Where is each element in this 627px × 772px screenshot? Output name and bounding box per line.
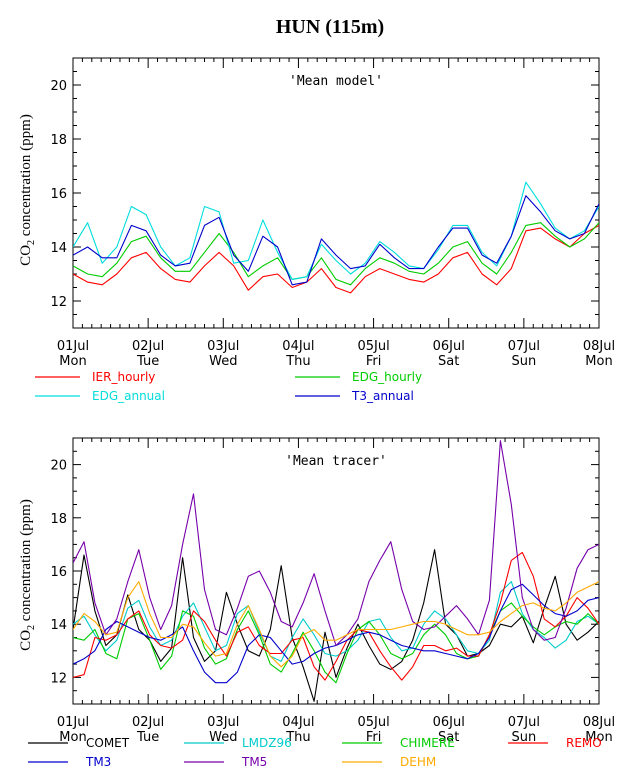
x-tick-label-date: 06Jul [433, 715, 465, 730]
y-tick-label: 20 [50, 79, 67, 94]
ylabel-bottom: CO2 concentration (ppm) [18, 499, 37, 651]
y-tick-label: 18 [50, 512, 67, 527]
panel-title: 'Mean tracer' [285, 454, 387, 469]
legend-label-tm3: TM3 [85, 755, 111, 769]
legend-label-edg_annual: EDG_annual [92, 389, 165, 403]
plot-frame [72, 437, 600, 705]
x-tick-label-weekday: Wed [209, 730, 237, 745]
legend-label-t3_annual: T3_annual [351, 389, 414, 403]
series-line-lmdz96 [73, 581, 599, 662]
x-tick-label-weekday: Tue [136, 354, 159, 369]
y-tick-label: 16 [50, 187, 67, 202]
x-tick-label-weekday: Sun [511, 354, 536, 369]
x-tick-label-weekday: Thu [285, 730, 310, 745]
x-tick-label-date: 08Jul [583, 715, 615, 730]
x-tick-label-date: 04Jul [282, 715, 314, 730]
series-line-tm5 [73, 440, 599, 647]
x-tick-label-weekday: Mon [585, 730, 612, 745]
x-tick-label-weekday: Sat [438, 354, 459, 369]
y-tick-label: 14 [50, 241, 67, 256]
x-tick-label-date: 07Jul [508, 715, 540, 730]
x-tick-label-date: 05Jul [357, 715, 389, 730]
series-line-edg_annual [73, 181, 599, 280]
x-tick-label-weekday: Tue [136, 730, 159, 745]
x-tick-label-date: 06Jul [433, 339, 465, 354]
x-tick-label-date: 07Jul [508, 339, 540, 354]
panel-mean-tracer: 'Mean tracer'121416182001JulMon02JulTue0… [50, 437, 615, 745]
y-tick-label: 12 [50, 671, 67, 686]
legend-label-dehm: DEHM [400, 755, 436, 769]
legend-mean-tracer: COMET LMDZ96 CHIMERE REMO TM3 TM5 DEHM [28, 736, 602, 769]
series-line-edg_hourly [73, 222, 599, 286]
y-tick-label: 14 [50, 618, 67, 633]
legend-label-lmdz96: LMDZ96 [242, 736, 292, 750]
series-line-remo [73, 551, 599, 681]
series-line-comet [73, 549, 599, 702]
series-line-t3_annual [73, 195, 599, 286]
x-tick-label-weekday: Thu [285, 354, 310, 369]
x-tick-label-date: 08Jul [583, 339, 615, 354]
y-tick-label: 20 [50, 459, 67, 474]
x-tick-label-date: 05Jul [357, 339, 389, 354]
x-tick-label-weekday: Sun [511, 730, 536, 745]
x-tick-label-date: 01Jul [57, 339, 89, 354]
y-tick-label: 16 [50, 565, 67, 580]
x-tick-label-weekday: Fri [366, 354, 382, 369]
x-tick-label-weekday: Sat [438, 730, 459, 745]
panel-mean-model: 'Mean model'121416182001JulMon02JulTue03… [50, 57, 615, 369]
x-tick-label-date: 04Jul [282, 339, 314, 354]
legend-mean-model: IER_hourly EDG_hourly EDG_annual T3_annual [35, 370, 422, 403]
series-line-chimere [73, 602, 599, 684]
x-tick-label-date: 02Jul [132, 715, 164, 730]
x-tick-label-weekday: Mon [585, 354, 612, 369]
legend-label-remo: REMO [566, 736, 602, 750]
legend-label-ier_hourly: IER_hourly [92, 370, 155, 384]
x-tick-label-weekday: Wed [209, 354, 237, 369]
y-tick-label: 12 [50, 295, 67, 310]
x-tick-label-date: 03Jul [207, 339, 239, 354]
y-tick-label: 18 [50, 133, 67, 148]
x-tick-label-weekday: Mon [59, 730, 86, 745]
legend-label-chimere: CHIMERE [400, 736, 455, 750]
ylabel-top: CO2 concentration (ppm) [18, 114, 37, 266]
series-line-tm3 [73, 583, 599, 684]
panel-title: 'Mean model' [289, 74, 383, 89]
legend-label-tm5: TM5 [241, 755, 267, 769]
x-tick-label-weekday: Mon [59, 354, 86, 369]
legend-label-edg_hourly: EDG_hourly [352, 370, 422, 384]
x-tick-label-date: 01Jul [57, 715, 89, 730]
figure-title: HUN (115m) [276, 16, 384, 38]
x-tick-label-date: 02Jul [132, 339, 164, 354]
x-tick-label-weekday: Fri [366, 730, 382, 745]
series-line-ier_hourly [73, 224, 599, 294]
legend-label-comet: COMET [86, 736, 130, 750]
series-line-dehm [73, 581, 599, 668]
x-tick-label-date: 03Jul [207, 715, 239, 730]
